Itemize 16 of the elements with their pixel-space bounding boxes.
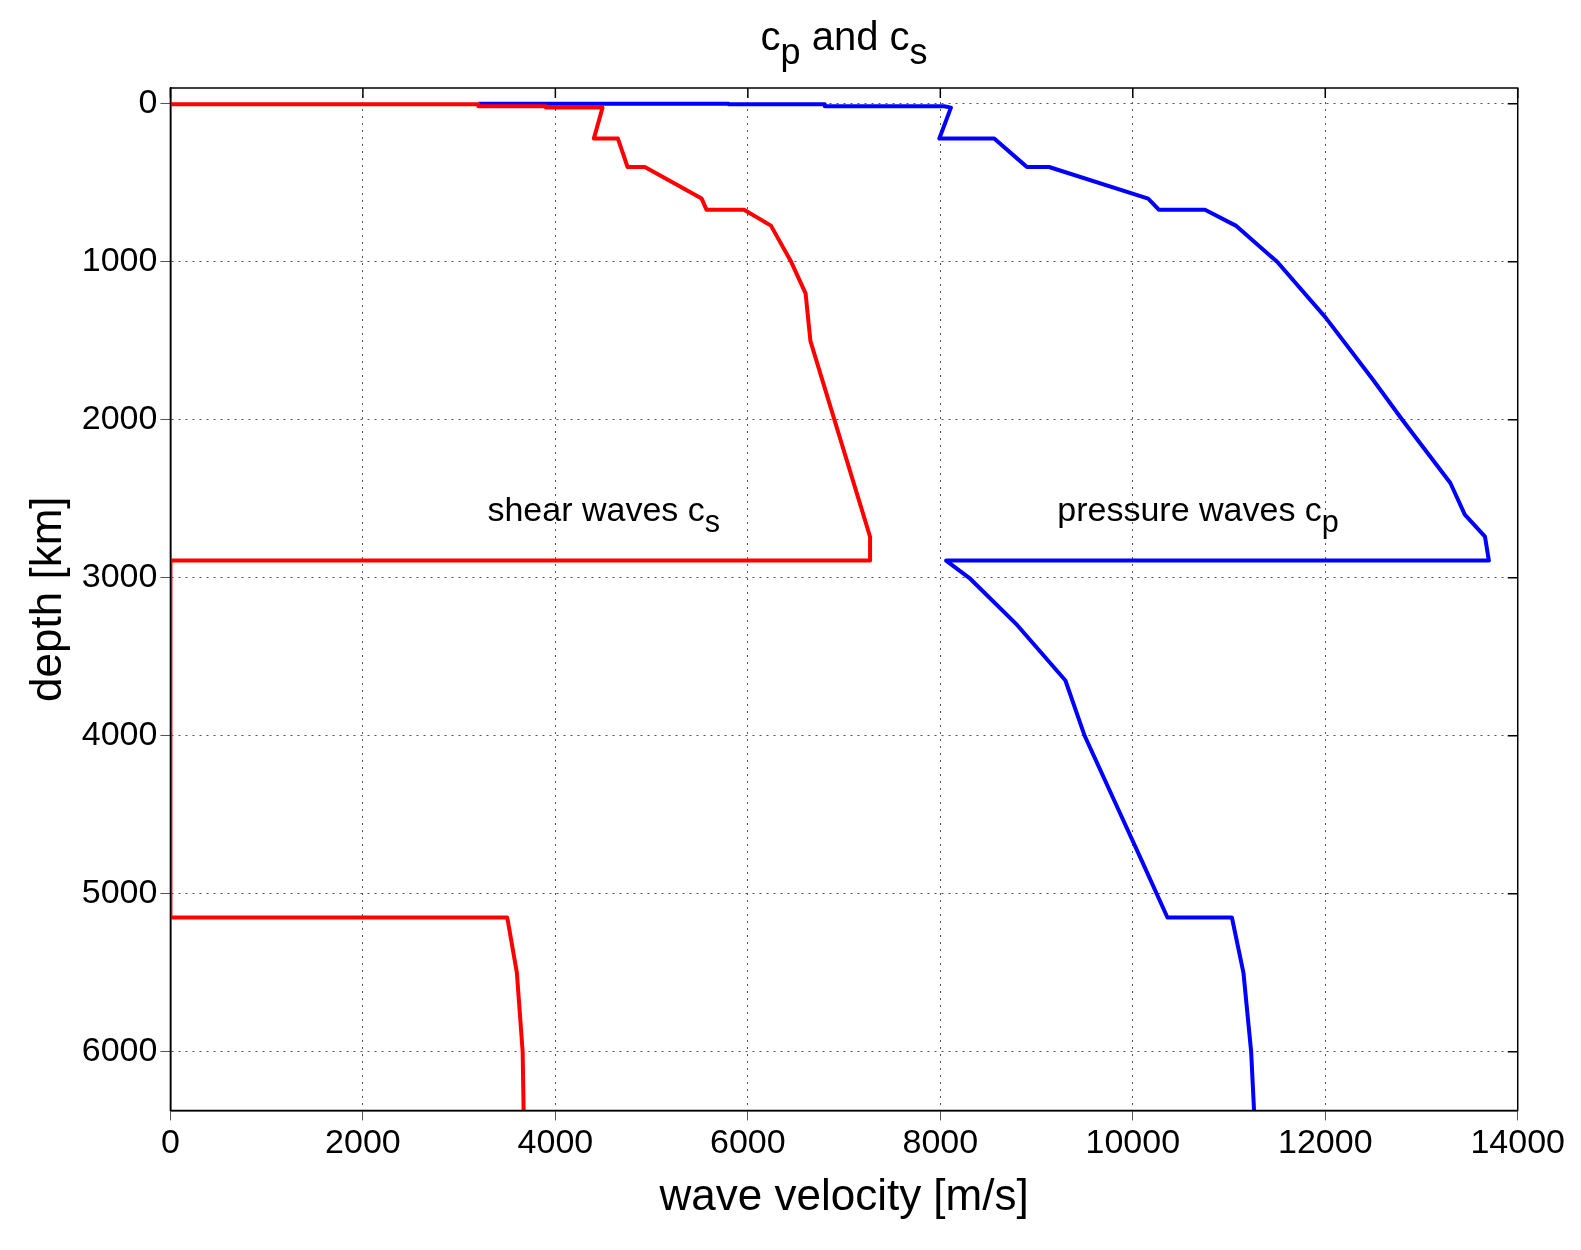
x-tick-label: 6000: [710, 1122, 786, 1161]
x-tick-label: 10000: [1085, 1122, 1181, 1161]
x-tick-label: 2000: [325, 1122, 401, 1161]
y-tick-label: 2000: [81, 398, 158, 437]
x-tick-label: 8000: [902, 1122, 979, 1161]
y-tick-label: 0: [138, 82, 158, 121]
x-tick-label: 12000: [1277, 1122, 1373, 1161]
y-tick-label: 5000: [81, 872, 158, 911]
y-tick-label: 1000: [81, 240, 158, 279]
x-axis-title: wave velocity [m/s]: [658, 1169, 1029, 1219]
y-tick-label: 3000: [81, 556, 158, 595]
y-tick-label: 4000: [81, 714, 158, 753]
x-tick-label: 14000: [1470, 1122, 1565, 1161]
y-tick-label: 6000: [81, 1030, 158, 1069]
y-axis-title: depth [km]: [20, 496, 70, 702]
x-tick-label: 4000: [517, 1122, 594, 1161]
